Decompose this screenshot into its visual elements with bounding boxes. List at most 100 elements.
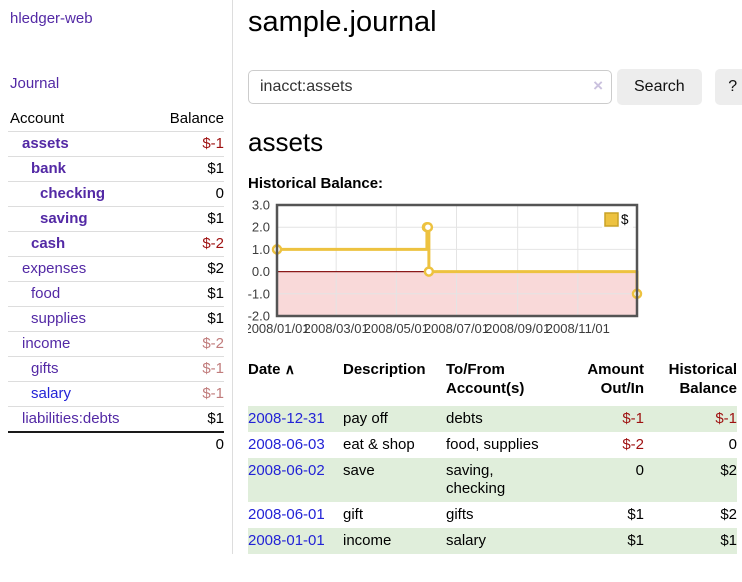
account-balance: $-1 (153, 382, 224, 407)
account-row: assets $-1 (8, 132, 224, 157)
help-button[interactable]: ? (715, 69, 742, 105)
register-tofrom-accounts: food, supplies (446, 432, 566, 458)
account-link[interactable]: salary (31, 385, 71, 402)
sort-ascending-icon: ∧ (285, 361, 295, 377)
y-tick-label: 2.0 (252, 220, 270, 235)
data-point-marker (425, 268, 433, 276)
transaction-date-link[interactable]: 2008-06-02 (248, 462, 325, 479)
account-link[interactable]: cash (31, 235, 65, 252)
account-row: salary $-1 (8, 382, 224, 407)
x-tick-label: 2008/11/01 (546, 321, 610, 336)
accounts-col-balance: Balance (153, 107, 224, 132)
transaction-date-link[interactable]: 2008-06-03 (248, 436, 325, 453)
account-name-cell: gifts (8, 357, 153, 382)
register-col-amount: Amount Out/In (566, 358, 644, 406)
register-date-cell: 2008-01-01 (248, 528, 343, 554)
register-tofrom-accounts: gifts (446, 502, 566, 528)
search-input[interactable] (248, 70, 612, 104)
register-tofrom-accounts: salary (446, 528, 566, 554)
x-tick-label: 2008/05/01 (364, 321, 429, 336)
account-balance: $1 (153, 157, 224, 182)
historical-balance-chart: 3.02.01.00.0-1.0-2.02008/01/012008/03/01… (248, 197, 742, 341)
register-balance: $2 (644, 458, 737, 502)
account-row: bank $1 (8, 157, 224, 182)
account-link[interactable]: bank (31, 160, 66, 177)
register-row: 2008-01-01incomesalary$1$1 (248, 528, 737, 554)
account-balance: $-2 (153, 232, 224, 257)
register-tofrom-accounts: debts (446, 406, 566, 432)
sidebar-item-journal[interactable]: Journal (10, 75, 59, 92)
register-amount: $-1 (566, 406, 644, 432)
accounts-header-row: Account Balance (8, 107, 224, 132)
transaction-date-link[interactable]: 2008-06-01 (248, 506, 325, 523)
search-input-wrap: × (248, 70, 612, 104)
search-form: × Search ? (248, 69, 742, 105)
account-balance: $1 (153, 307, 224, 332)
account-link[interactable]: income (22, 335, 70, 352)
register-date-cell: 2008-12-31 (248, 406, 343, 432)
account-name-cell: food (8, 282, 153, 307)
clear-search-icon[interactable]: × (593, 76, 603, 96)
register-row: 2008-12-31pay offdebts$-1$-1 (248, 406, 737, 432)
account-link[interactable]: food (31, 285, 60, 302)
account-link[interactable]: expenses (22, 260, 86, 277)
transaction-date-link[interactable]: 2008-12-31 (248, 410, 325, 427)
register-description: gift (343, 502, 446, 528)
y-tick-label: -1.0 (248, 286, 270, 301)
account-heading: assets (248, 127, 742, 157)
account-link[interactable]: liabilities:debts (22, 410, 120, 427)
account-link[interactable]: assets (22, 135, 69, 152)
account-link[interactable]: gifts (31, 360, 59, 377)
account-name-cell: saving (8, 207, 153, 232)
legend-label: $ (621, 212, 629, 227)
account-row: saving$1 (8, 207, 224, 232)
register-row: 2008-06-01 giftgifts$1$2 (248, 502, 737, 528)
register-amount: $1 (566, 502, 644, 528)
account-row: expenses $2 (8, 257, 224, 282)
main-content: sample.journal × Search ? assets Histori… (233, 0, 742, 554)
x-tick-label: 2008/03/01 (304, 321, 369, 336)
historical-balance-chart-svg: 3.02.01.00.0-1.0-2.02008/01/012008/03/01… (248, 197, 648, 337)
transaction-date-link[interactable]: 2008-01-01 (248, 532, 325, 549)
account-balance: $-1 (153, 357, 224, 382)
accounts-total-spacer (8, 432, 153, 457)
register-table: Date ∧ Description To/From Account(s) Am… (248, 358, 737, 554)
search-button[interactable]: Search (617, 69, 702, 105)
account-name-cell: salary (8, 382, 153, 407)
register-description: save (343, 458, 446, 502)
account-balance: 0 (153, 182, 224, 207)
app-brand-link[interactable]: hledger-web (10, 10, 93, 27)
account-balance: $-2 (153, 332, 224, 357)
account-balance: $2 (153, 257, 224, 282)
account-name-cell: income (8, 332, 153, 357)
accounts-table: Account Balance assets $-1 bank $1 checking 0… (8, 107, 224, 457)
sidebar: hledger-web Journal Account Balance asse… (0, 0, 233, 554)
account-balance: $-1 (153, 132, 224, 157)
register-balance: $-1 (644, 406, 737, 432)
account-name-cell: supplies (8, 307, 153, 332)
register-col-tofrom: To/From Account(s) (446, 358, 566, 406)
account-row: liabilities:debts$1 (8, 407, 224, 433)
account-row: income $-2 (8, 332, 224, 357)
account-name-cell: cash (8, 232, 153, 257)
account-link[interactable]: checking (40, 185, 105, 202)
account-name-cell: expenses (8, 257, 153, 282)
register-col-date[interactable]: Date ∧ (248, 358, 343, 406)
page-title: sample.journal (248, 4, 742, 40)
register-header-row: Date ∧ Description To/From Account(s) Am… (248, 358, 737, 406)
account-row: checking 0 (8, 182, 224, 207)
register-description: eat & shop (343, 432, 446, 458)
register-row: 2008-06-02savesaving, checking0$2 (248, 458, 737, 502)
account-row: food$1 (8, 282, 224, 307)
register-balance: $2 (644, 502, 737, 528)
chart-title: Historical Balance: (248, 175, 742, 192)
register-date-cell: 2008-06-03 (248, 432, 343, 458)
accounts-total-row: 0 (8, 432, 224, 457)
account-name-cell: checking (8, 182, 153, 207)
y-tick-label: 1.0 (252, 242, 270, 257)
register-col-description: Description (343, 358, 446, 406)
account-link[interactable]: saving (40, 210, 88, 227)
account-link[interactable]: supplies (31, 310, 86, 327)
register-date-cell: 2008-06-01 (248, 502, 343, 528)
accounts-total-balance: 0 (153, 432, 224, 457)
